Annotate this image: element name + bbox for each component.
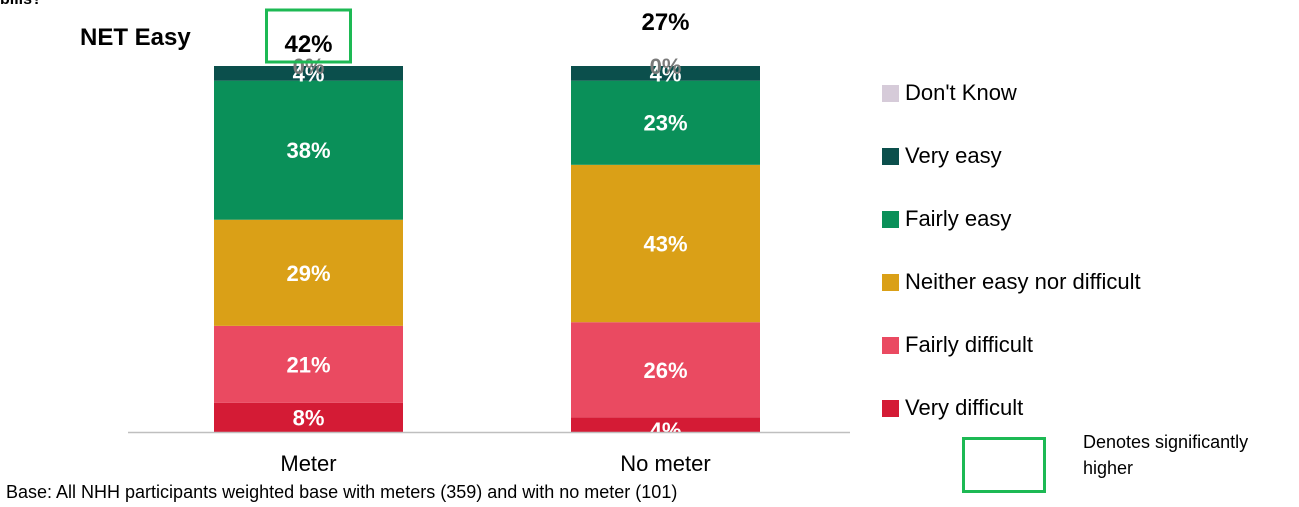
data-label-no-meter-fairly-easy: 23% [643,111,687,136]
data-label-no-meter-don-t-know: 0% [650,54,682,79]
significance-key-box [962,437,1046,493]
base-footnote: Base: All NHH participants weighted base… [6,482,678,502]
legend-label: Very difficult [905,395,1024,420]
legend-item-fairly-easy: Fairly easy [882,206,1011,232]
legend-item-very-easy: Very easy [882,143,1002,169]
bar-segment-meter-fairly-difficult [214,325,403,403]
bar-segment-meter-very-difficult [214,402,403,432]
bar-segment-no-meter-neither-easy-nor-difficult [571,164,760,323]
legend-item-fairly-difficult: Fairly difficult [882,332,1033,358]
legend-item-neither-easy-nor-difficult: Neither easy nor difficult [882,269,1141,295]
data-label-meter-fairly-easy: 38% [286,138,330,163]
legend-swatch [882,273,899,291]
data-label-no-meter-neither-easy-nor-difficult: 43% [643,232,687,257]
legend-label: Don't Know [905,80,1017,105]
legend-swatch [882,147,899,165]
legend-swatch [882,84,899,102]
bar-segment-no-meter-fairly-easy [571,80,760,165]
net-easy-label: NET Easy [80,24,191,51]
data-label-meter-neither-easy-nor-difficult: 29% [286,261,330,286]
legend-label: Very easy [905,143,1002,168]
bar-segment-no-meter-very-easy [571,66,760,81]
legend-label: Neither easy nor difficult [905,269,1141,294]
legend-item-very-difficult: Very difficult [882,395,1023,421]
category-label-meter: Meter [280,451,336,476]
data-label-no-meter-very-easy: 4% [650,61,682,86]
data-label-meter-very-easy: 4% [293,61,325,86]
bar-segment-meter-very-easy [214,66,403,81]
data-label-meter-very-difficult: 8% [293,405,325,430]
data-label-meter-don-t-know: 0% [293,54,325,79]
significance-key-label: Denotes significantly higher [1083,432,1249,478]
bar-segment-no-meter-fairly-difficult [571,322,760,418]
bar-segment-no-meter-very-difficult [571,417,760,432]
legend-swatch [882,336,899,354]
significance-box-meter [265,8,352,64]
bar-segment-meter-fairly-easy [214,80,403,220]
legend-label: Fairly difficult [905,332,1033,357]
legend-swatch [882,210,899,228]
net-easy-value-meter: 42% [284,31,332,58]
category-label-no-meter: No meter [620,451,710,476]
data-label-no-meter-very-difficult: 4% [650,418,682,443]
net-easy-value-no-meter: 27% [641,9,689,36]
chart-title-fragment: bills? [0,0,42,9]
data-label-meter-fairly-difficult: 21% [286,352,330,377]
bar-segment-meter-neither-easy-nor-difficult [214,219,403,326]
data-label-no-meter-fairly-difficult: 26% [643,358,687,383]
legend-item-don-t-know: Don't Know [882,80,1017,106]
legend-label: Fairly easy [905,206,1012,231]
legend-swatch [882,399,899,417]
